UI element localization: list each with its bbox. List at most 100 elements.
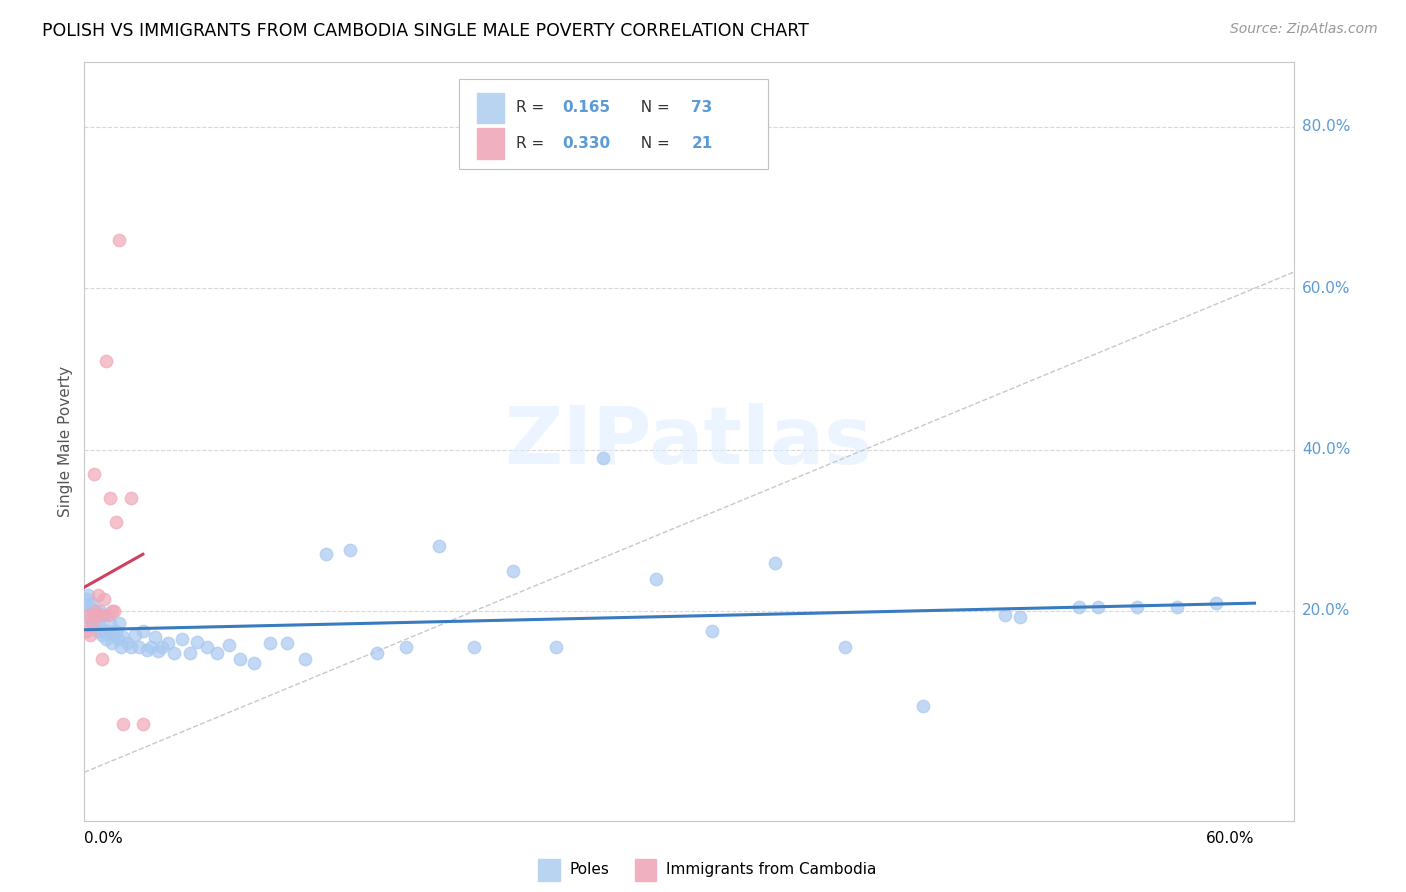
Point (103, 628, 125, 642)
Point (205, 646, 228, 660)
Point (93, 607, 115, 622)
Text: Poles: Poles (569, 863, 609, 878)
Text: POLISH VS IMMIGRANTS FROM CAMBODIA SINGLE MALE POVERTY CORRELATION CHART: POLISH VS IMMIGRANTS FROM CAMBODIA SINGL… (42, 22, 808, 40)
Point (834, 640, 856, 655)
Point (139, 640, 162, 655)
Point (157, 636, 180, 650)
Point (502, 564, 524, 578)
FancyBboxPatch shape (634, 858, 657, 881)
Point (104, 515, 127, 529)
FancyBboxPatch shape (478, 128, 503, 159)
Point (90, 628, 112, 642)
Point (592, 450, 614, 465)
Text: R =: R = (516, 136, 550, 151)
Point (83, 607, 105, 622)
Point (79, 628, 101, 642)
Y-axis label: Single Male Poverty: Single Male Poverty (58, 366, 73, 517)
FancyBboxPatch shape (538, 858, 560, 881)
Point (120, 640, 142, 655)
Text: 0.165: 0.165 (562, 101, 610, 115)
Point (170, 632, 193, 647)
Point (83, 467, 105, 481)
Point (98, 615, 121, 630)
Point (110, 640, 132, 655)
Point (75, 624, 97, 639)
Point (83, 604, 105, 618)
Point (366, 646, 388, 660)
Point (132, 624, 155, 639)
Text: 21: 21 (692, 136, 713, 151)
Point (150, 640, 173, 655)
Point (229, 652, 252, 666)
Point (1010, 610, 1032, 624)
Point (143, 630, 166, 644)
Text: 73: 73 (692, 101, 713, 115)
Text: R =: R = (516, 101, 550, 115)
Text: N =: N = (631, 101, 675, 115)
Point (108, 233, 131, 247)
Point (243, 657, 266, 671)
Point (163, 646, 186, 660)
Point (315, 548, 337, 562)
Point (546, 640, 568, 655)
Point (763, 556, 786, 570)
Point (94, 354, 117, 368)
Point (1087, 599, 1109, 614)
Point (259, 636, 281, 650)
Point (994, 607, 1017, 622)
Point (90, 652, 112, 666)
Point (644, 572, 666, 586)
Text: 20.0%: 20.0% (1302, 603, 1350, 618)
Text: Source: ZipAtlas.com: Source: ZipAtlas.com (1230, 22, 1378, 37)
Point (84, 607, 107, 622)
Point (339, 543, 361, 558)
Point (82, 615, 104, 630)
Point (463, 640, 485, 655)
Point (195, 640, 218, 655)
Text: Immigrants from Cambodia: Immigrants from Cambodia (666, 863, 876, 878)
Point (75, 591, 97, 606)
Point (427, 540, 450, 554)
Point (79, 612, 101, 626)
Point (135, 642, 157, 657)
FancyBboxPatch shape (460, 79, 768, 169)
Point (79, 599, 101, 614)
Point (132, 716, 155, 731)
Point (1067, 599, 1090, 614)
Point (100, 636, 122, 650)
Text: 60.0%: 60.0% (1302, 281, 1350, 296)
Point (395, 640, 418, 655)
Point (93, 624, 115, 639)
Point (82, 615, 104, 630)
Point (107, 632, 129, 647)
Text: ZIPatlas: ZIPatlas (505, 402, 873, 481)
Point (77, 588, 100, 602)
Point (87, 588, 110, 602)
Text: 40.0%: 40.0% (1302, 442, 1350, 457)
Point (104, 624, 127, 639)
Point (90, 607, 112, 622)
Point (89, 620, 111, 634)
Point (84, 615, 107, 630)
Point (124, 628, 146, 642)
Point (100, 604, 122, 618)
Point (77, 607, 100, 622)
Point (702, 624, 724, 639)
FancyBboxPatch shape (478, 93, 503, 123)
Point (82, 596, 104, 610)
Point (117, 636, 139, 650)
Point (103, 604, 125, 618)
Point (84, 604, 107, 618)
Point (186, 634, 208, 648)
Point (77, 604, 100, 618)
Point (148, 644, 170, 658)
Text: 0.330: 0.330 (562, 136, 610, 151)
Point (1126, 599, 1149, 614)
Point (83, 607, 105, 622)
Point (128, 640, 150, 655)
Text: 60.0%: 60.0% (1206, 831, 1254, 847)
Point (108, 615, 131, 630)
Text: N =: N = (631, 136, 675, 151)
Point (94, 632, 117, 647)
Point (97, 624, 120, 639)
